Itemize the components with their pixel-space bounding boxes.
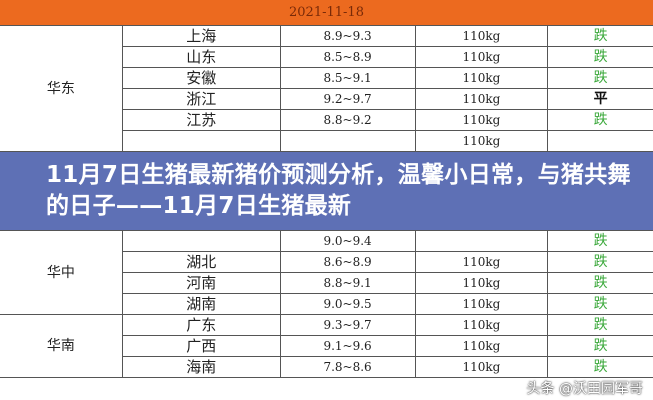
- table-row: 安徽 8.5~9.1 110kg 跌: [0, 67, 653, 89]
- weight-cell: 110kg: [414, 109, 549, 131]
- weight-cell: [414, 230, 549, 252]
- price-table-east: 华东 上海 8.9~9.3 110kg 跌山东 8.5~8.9 110kg 跌安徽 8.5~9.…: [0, 25, 653, 152]
- weight-cell: 110kg: [414, 356, 549, 378]
- weight-cell: 110kg: [414, 130, 549, 152]
- province-cell: 浙江: [121, 88, 281, 110]
- price-cell: 7.8~8.6: [279, 356, 416, 378]
- table-row: 海南 7.8~8.6 110kg 跌: [0, 356, 653, 378]
- province-cell: 广西: [121, 335, 281, 357]
- region-cell: 华东: [0, 25, 123, 152]
- weight-cell: 110kg: [414, 314, 549, 336]
- table-row: 华南 广东 9.3~9.7 110kg 跌: [0, 314, 653, 378]
- price-table-central-south: 华中 9.0~9.4 跌湖北 8.6~8.9 110kg 跌河南 8.8~9.1 110kg 跌…: [0, 230, 653, 378]
- trend-cell: 跌: [547, 335, 653, 357]
- table-row: 江苏 8.8~9.2 110kg 跌: [0, 109, 653, 131]
- trend-cell: 跌: [547, 356, 653, 378]
- price-cell: 9.1~9.6: [279, 335, 416, 357]
- price-cell: 8.5~9.1: [279, 67, 416, 89]
- title-banner: 11月7日生猪最新猪价预测分析，温馨小日常，与猪共舞的日子——11月7日生猪最新: [0, 152, 653, 230]
- table-row: 110kg: [0, 130, 653, 152]
- price-cell: 8.9~9.3: [279, 25, 416, 47]
- table-row: 华东 上海 8.9~9.3 110kg 跌: [0, 25, 653, 152]
- province-cell: 广东: [121, 314, 281, 336]
- weight-cell: 110kg: [414, 25, 549, 47]
- region-cell: 华南: [0, 314, 123, 378]
- weight-cell: 110kg: [414, 88, 549, 110]
- province-cell: 山东: [121, 46, 281, 68]
- price-cell: 8.8~9.1: [279, 272, 416, 294]
- province-cell: 江苏: [121, 109, 281, 131]
- region-cell: 华中: [0, 230, 123, 315]
- weight-cell: 110kg: [414, 335, 549, 357]
- trend-cell: 平: [547, 88, 653, 110]
- article-title: 11月7日生猪最新猪价预测分析，温馨小日常，与猪共舞的日子——11月7日生猪最新: [46, 162, 631, 219]
- trend-cell: 跌: [547, 314, 653, 336]
- price-cell: 8.8~9.2: [279, 109, 416, 131]
- province-cell: 湖南: [121, 293, 281, 315]
- price-cell: 9.3~9.7: [279, 314, 416, 336]
- table-date-header: 2021-11-18: [0, 0, 653, 25]
- trend-cell: 跌: [547, 109, 653, 131]
- watermark-row: 头条 @沃田园军哥: [0, 378, 653, 400]
- price-cell: 9.2~9.7: [279, 88, 416, 110]
- price-cell: 9.0~9.5: [279, 293, 416, 315]
- trend-cell: 跌: [547, 272, 653, 294]
- trend-cell: 跌: [547, 293, 653, 315]
- trend-cell: 跌: [547, 251, 653, 273]
- weight-cell: 110kg: [414, 67, 549, 89]
- trend-cell: 跌: [547, 46, 653, 68]
- province-cell: 海南: [121, 356, 281, 378]
- province-cell: 湖北: [121, 251, 281, 273]
- weight-cell: 110kg: [414, 293, 549, 315]
- trend-cell: 跌: [547, 230, 653, 252]
- trend-cell: 跌: [547, 67, 653, 89]
- price-cell: 8.6~8.9: [279, 251, 416, 273]
- trend-cell: 跌: [547, 25, 653, 47]
- province-cell: [121, 230, 281, 252]
- province-cell: [121, 130, 281, 152]
- weight-cell: 110kg: [414, 272, 549, 294]
- weight-cell: 110kg: [414, 46, 549, 68]
- table-row: 华中 9.0~9.4 跌: [0, 230, 653, 315]
- price-cell: 8.5~8.9: [279, 46, 416, 68]
- price-cell: [279, 130, 416, 152]
- province-cell: 安徽: [121, 67, 281, 89]
- weight-cell: 110kg: [414, 251, 549, 273]
- province-cell: 河南: [121, 272, 281, 294]
- trend-cell: [547, 130, 653, 152]
- watermark: 头条 @沃田园军哥: [526, 381, 643, 397]
- price-cell: 9.0~9.4: [279, 230, 416, 252]
- province-cell: 上海: [121, 25, 281, 47]
